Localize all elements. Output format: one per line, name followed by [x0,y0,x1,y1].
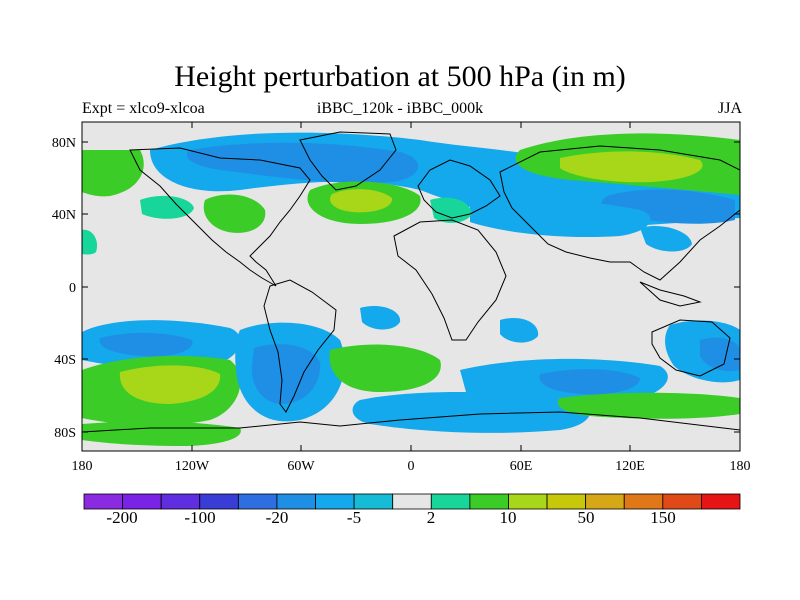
colorbar-swatch [508,493,548,510]
experiment-label: Expt = xlco9-xlcoa [82,100,205,117]
colorbar-swatch [199,493,239,510]
colorbar-swatch [237,493,278,510]
contour-south-america-negative-core [251,344,321,404]
contour-eurasia-positive-core [560,151,703,183]
lon-label: 180 [72,459,93,474]
contour-westcoast-positive [82,150,144,197]
contour-southern-edge-positive [82,421,241,446]
lat-ticks [82,141,740,433]
colorbar-label: -20 [266,508,289,527]
contour-greenland-strong [186,142,419,183]
colorbar-label: 2 [427,508,436,527]
colorbar-swatch [83,493,123,510]
map-title: Height perturbation at 500 hPa (in m) [174,60,626,93]
lat-label: 40N [52,208,76,223]
colorbar-swatch [701,493,741,510]
contour-mideast-positive [430,197,472,223]
contour-south-atlantic-positive [329,344,441,392]
colorbar-label: -200 [106,508,137,527]
colorbar [83,493,741,510]
colorbar-swatch [623,493,664,510]
colorbar-swatch [353,493,394,510]
colorbar-swatch [469,493,509,510]
contour-antarctic-positive [557,392,740,419]
contour-africa-south-negative [500,317,539,343]
colorbar-swatch [315,493,355,510]
colorbar-label: -5 [347,508,361,527]
colorbar-label: 50 [578,508,595,527]
colorbar-swatch [276,493,316,510]
colorbar-swatch [392,493,432,510]
contour-atlantic-positive-core [330,189,393,213]
coastlines [82,131,740,433]
colorbar-swatch [546,493,587,510]
contour-northamerica-positive [203,194,266,233]
colorbar-swatch [160,493,201,510]
contour-south-atlantic-negative [352,392,590,433]
lon-label: 60W [287,459,315,474]
lon-label: 0 [408,459,415,474]
lon-label: 60E [510,459,533,474]
lat-label: 80N [52,136,76,151]
lat-label: 80S [54,426,76,441]
lat-label: 40S [54,353,76,368]
colorbar-swatch [430,493,471,510]
colorbar-label: 10 [500,508,517,527]
colorbar-swatch [122,493,162,510]
coast-asia [499,145,740,281]
lon-label: 180 [730,459,751,474]
season-label: JJA [717,100,742,117]
contour-australia-negative-core [700,337,740,372]
comparison-label: iBBC_120k - iBBC_000k [316,100,484,117]
contour-indian-ocean [640,225,692,252]
coast-southeast-asia [639,281,702,307]
coast-greenland [299,131,397,191]
colorbar-swatch [662,493,702,510]
coast-africa [393,219,507,341]
colorbar-label: -100 [184,508,215,527]
contour-europe-negative [470,198,651,238]
colorbar-swatch [585,493,625,510]
contour-pacific-positive [140,195,194,219]
lon-ticks [81,122,741,451]
contour-south-pacific-positive-core [119,365,221,404]
contour-south-pacific-negative-core [99,332,193,357]
coast-south-america [263,279,337,413]
coast-antarctica [82,411,740,433]
lon-label: 120E [615,459,645,474]
coast-north-america [129,147,311,287]
contour-south-indian-negative-core [539,369,640,395]
lon-label: 120W [175,459,210,474]
contour-dateline-positive [82,229,98,255]
contour-tropical-atlantic [360,305,401,330]
lat-label: 0 [69,281,76,296]
colorbar-label: 150 [650,508,676,527]
coast-europe [417,159,501,219]
coast-australia [651,319,731,377]
